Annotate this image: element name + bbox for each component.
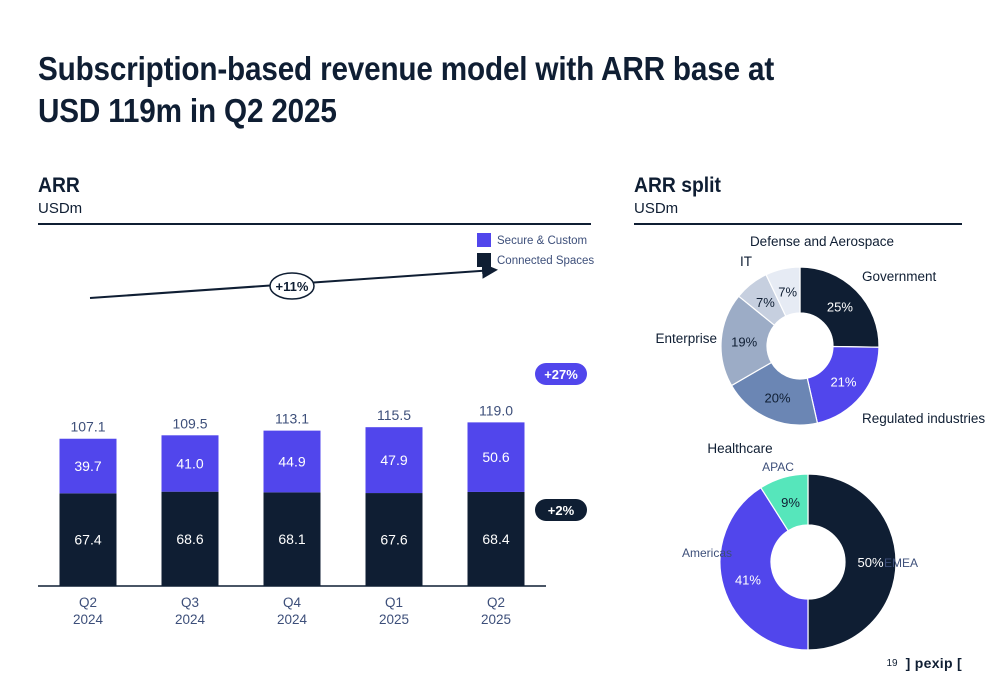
page-title-line-1: Subscription-based revenue model with AR…	[38, 50, 775, 87]
pexip-logo: ] pexip [	[905, 655, 962, 671]
page-number: 19	[886, 657, 898, 669]
label-connected-spaces-2: 68.1	[278, 531, 305, 547]
tick-label-year-2: 2024	[277, 612, 308, 627]
arr-split-unit: USDm	[634, 200, 679, 217]
tick-label-quarter-2: Q4	[283, 595, 302, 610]
page-title-line-2: USD 119m in Q2 2025	[38, 92, 337, 129]
donut-segment-pct-0: 25%	[827, 300, 853, 315]
bar-connected-spaces-0	[59, 493, 117, 586]
arr-split-rule	[634, 223, 962, 225]
donut-region-label-0: EMEA	[884, 556, 918, 570]
growth-connected-label: +2%	[548, 503, 575, 518]
label-total-3: 115.5	[377, 407, 411, 423]
bar-connected-spaces-2	[263, 492, 321, 586]
donut-segment-label-3: Enterprise	[655, 331, 717, 346]
label-connected-spaces-0: 67.4	[74, 532, 101, 548]
growth-total-badge	[269, 272, 315, 300]
bar-connected-spaces-1	[161, 491, 219, 586]
donut-segment-slice-1	[806, 345, 880, 424]
bar-secure-custom-0	[59, 438, 117, 494]
donut-region-label-2: APAC	[762, 460, 794, 474]
bar-secure-custom-2	[263, 430, 321, 493]
arr-section-rule	[38, 223, 591, 225]
bar-secure-custom-3	[365, 427, 423, 494]
bar-secure-custom-4	[467, 422, 525, 492]
legend-label-0: Secure & Custom	[497, 235, 587, 247]
donut-region-slice-2	[760, 473, 809, 532]
donut-segment-label-2: Healthcare	[707, 441, 772, 456]
page-title: Subscription-based revenue model with AR…	[38, 48, 830, 132]
label-total-4: 119.0	[479, 402, 513, 418]
tick-label-year-3: 2025	[379, 612, 409, 627]
tick-label-year-4: 2025	[481, 612, 511, 627]
bar-connected-spaces-3	[365, 493, 423, 586]
label-secure-custom-1: 41.0	[176, 455, 203, 471]
tick-label-year-0: 2024	[73, 612, 104, 627]
label-total-2: 113.1	[275, 411, 309, 427]
label-total-1: 109.5	[172, 415, 207, 431]
donut-region-pct-0: 50%	[857, 555, 883, 570]
arr-split-title: ARR split	[634, 174, 721, 197]
donut-segment-label-5: Defense and Aerospace	[750, 234, 894, 249]
donut-segment-label-4: IT	[740, 254, 752, 269]
donut-region-slice-0	[807, 473, 897, 651]
label-secure-custom-2: 44.9	[278, 453, 305, 469]
arr-section-title: ARR	[38, 174, 80, 197]
legend-swatch-0	[477, 233, 491, 247]
donut-segment-slice-2	[730, 361, 819, 426]
tick-label-quarter-0: Q2	[79, 595, 97, 610]
label-secure-custom-3: 47.9	[380, 452, 407, 468]
donut-segment-label-0: Government	[862, 269, 937, 284]
label-secure-custom-0: 39.7	[74, 458, 101, 474]
tick-label-quarter-4: Q2	[487, 595, 505, 610]
legend-label-1: Connected Spaces	[497, 255, 594, 267]
footer: 19 ] pexip [	[887, 655, 963, 671]
label-total-0: 107.1	[70, 419, 105, 435]
growth-total-label: +11%	[276, 279, 309, 294]
tick-label-year-1: 2024	[175, 612, 206, 627]
donut-segment-pct-1: 21%	[830, 374, 856, 389]
growth-secure-label: +27%	[544, 367, 578, 382]
donut-segment-label-1: Regulated industries	[862, 411, 985, 426]
growth-secure-badge	[535, 363, 587, 385]
donut-segment-pct-3: 19%	[731, 335, 757, 350]
label-connected-spaces-1: 68.6	[176, 531, 203, 547]
arr-section-unit: USDm	[38, 200, 83, 217]
tick-label-quarter-3: Q1	[385, 595, 403, 610]
bar-secure-custom-1	[161, 435, 219, 492]
growth-connected-badge	[535, 499, 587, 521]
donut-segment-pct-4: 7%	[756, 295, 775, 310]
donut-segment-slice-5	[765, 266, 801, 318]
tick-label-quarter-1: Q3	[181, 595, 199, 610]
donut-region-pct-2: 9%	[781, 495, 800, 510]
donut-region-label-1: Americas	[682, 546, 732, 560]
donut-segment-slice-0	[799, 266, 880, 348]
donut-segment-pct-5: 7%	[778, 284, 797, 299]
donut-segment-pct-2: 20%	[765, 390, 791, 405]
donut-region-pct-1: 41%	[735, 572, 761, 587]
label-secure-custom-4: 50.6	[482, 449, 509, 465]
bar-connected-spaces-4	[467, 491, 525, 586]
label-connected-spaces-4: 68.4	[482, 531, 509, 547]
label-connected-spaces-3: 67.6	[380, 532, 407, 548]
